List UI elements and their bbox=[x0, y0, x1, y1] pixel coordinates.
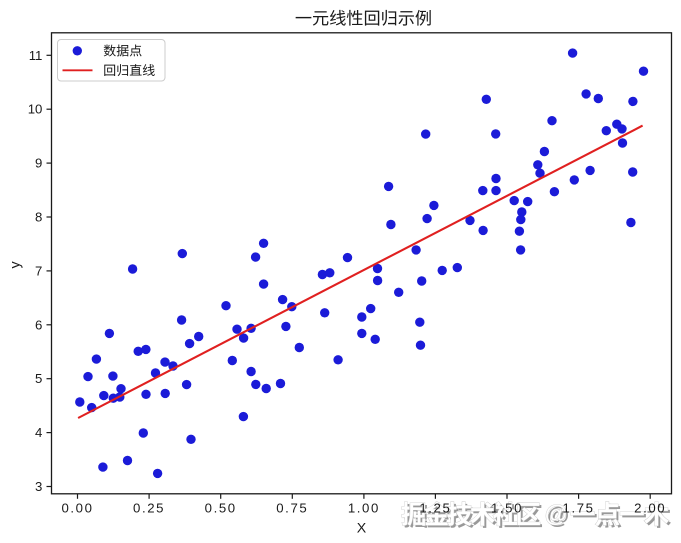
svg-text:X: X bbox=[357, 520, 367, 536]
svg-text:2.00: 2.00 bbox=[634, 501, 666, 516]
svg-text:3: 3 bbox=[35, 479, 42, 494]
svg-text:0.25: 0.25 bbox=[133, 501, 165, 516]
svg-text:10: 10 bbox=[28, 102, 43, 117]
svg-text:@: @ bbox=[545, 501, 567, 527]
svg-text:1.00: 1.00 bbox=[348, 501, 380, 516]
svg-text:11: 11 bbox=[29, 48, 43, 63]
svg-text:1.50: 1.50 bbox=[491, 501, 523, 516]
svg-text:1.25: 1.25 bbox=[419, 501, 451, 516]
svg-text:1.75: 1.75 bbox=[563, 501, 595, 516]
svg-text:0.50: 0.50 bbox=[205, 501, 237, 516]
svg-text:9: 9 bbox=[35, 156, 42, 171]
svg-text:y: y bbox=[7, 261, 23, 269]
svg-text:0.75: 0.75 bbox=[276, 501, 308, 516]
svg-text:4: 4 bbox=[35, 425, 42, 440]
svg-text:6: 6 bbox=[35, 317, 42, 332]
svg-text:5: 5 bbox=[35, 371, 42, 386]
svg-text:7: 7 bbox=[35, 263, 42, 278]
svg-text:@: @ bbox=[547, 503, 569, 529]
svg-text:8: 8 bbox=[35, 210, 42, 225]
svg-text:0.00: 0.00 bbox=[61, 501, 93, 516]
